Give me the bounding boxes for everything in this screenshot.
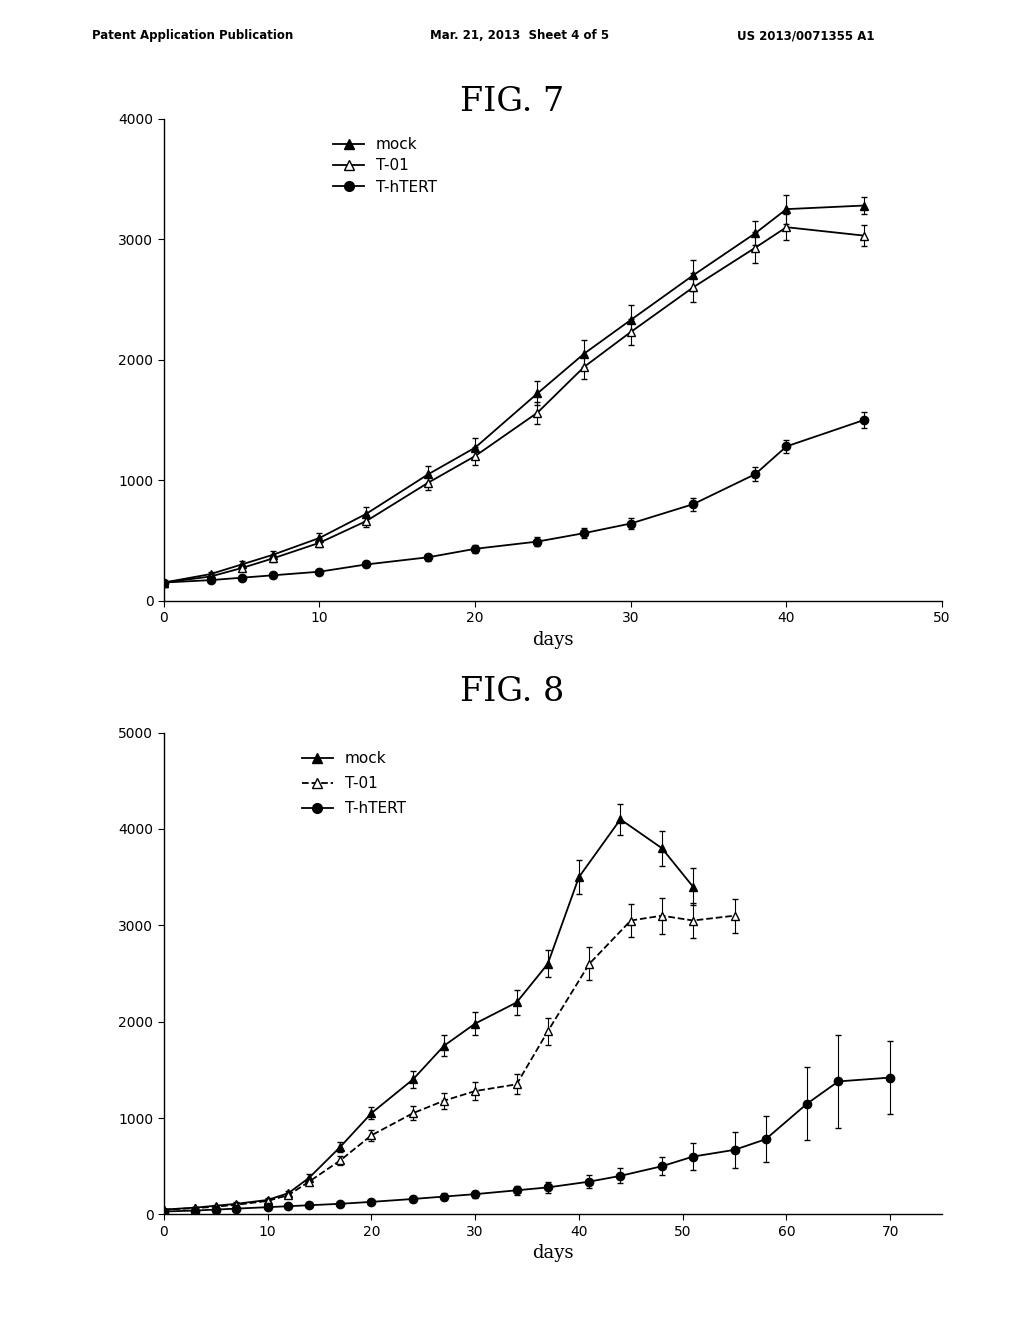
Text: US 2013/0071355 A1: US 2013/0071355 A1 xyxy=(737,29,874,42)
Legend: mock, T-01, T-hTERT: mock, T-01, T-hTERT xyxy=(296,744,412,822)
Text: Mar. 21, 2013  Sheet 4 of 5: Mar. 21, 2013 Sheet 4 of 5 xyxy=(430,29,609,42)
Text: Patent Application Publication: Patent Application Publication xyxy=(92,29,294,42)
Text: FIG. 8: FIG. 8 xyxy=(460,676,564,708)
X-axis label: days: days xyxy=(532,631,573,648)
X-axis label: days: days xyxy=(532,1245,573,1262)
Text: FIG. 7: FIG. 7 xyxy=(460,86,564,117)
Legend: mock, T-01, T-hTERT: mock, T-01, T-hTERT xyxy=(327,131,443,201)
